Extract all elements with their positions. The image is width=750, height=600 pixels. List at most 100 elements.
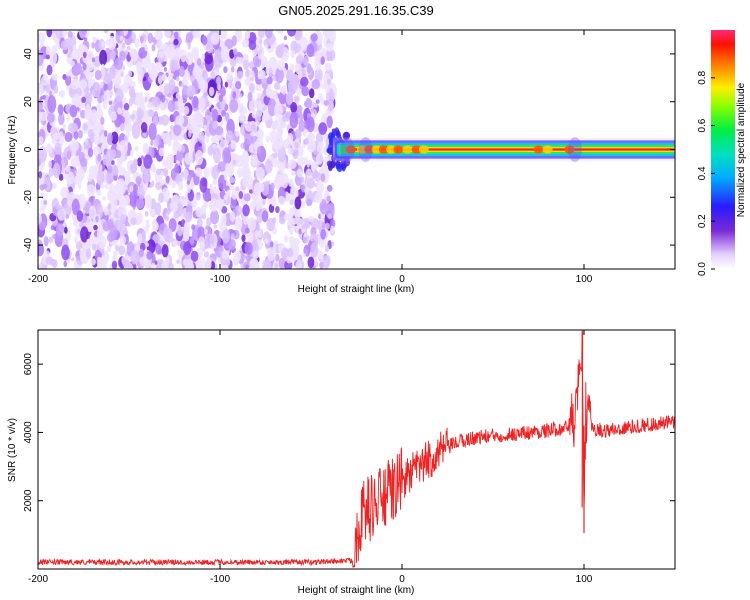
spectrogram-noise-blob bbox=[270, 241, 274, 248]
spectrogram-noise-blob bbox=[318, 93, 323, 101]
spectrogram-noise-blob bbox=[295, 54, 304, 65]
spectrogram-noise-blob bbox=[290, 170, 296, 176]
spectrogram-noise-blob bbox=[241, 39, 249, 48]
spectrogram-noise-blob bbox=[129, 162, 138, 174]
spectrogram-noise-blob bbox=[87, 147, 94, 158]
spectrogram-noise-blob bbox=[155, 244, 162, 255]
spectrogram-noise-blob bbox=[66, 71, 71, 77]
spectrogram-noise-blob bbox=[326, 195, 331, 202]
spectrogram-noise-blob bbox=[283, 35, 287, 41]
spectrogram-noise-blob bbox=[126, 131, 131, 138]
spectrogram-noise-blob bbox=[173, 124, 182, 136]
spectrogram-noise-blob bbox=[235, 130, 240, 137]
spectrogram-noise-blob bbox=[58, 131, 64, 142]
spectrogram-noise-blob bbox=[142, 142, 150, 155]
spectrogram-noise-blob bbox=[158, 192, 164, 203]
spectrogram-noise-blob bbox=[145, 242, 149, 247]
spectrogram-noise-blob bbox=[164, 170, 168, 178]
colorbar: 0.0 0.2 0.4 0.6 0.8 Normalized spectral ampl… bbox=[697, 30, 747, 276]
spectrogram-noise-blob bbox=[129, 189, 139, 208]
spectrogram-noise-blob bbox=[200, 204, 207, 215]
spectrogram-noise-blob bbox=[38, 32, 46, 44]
spectrogram-noise-blob bbox=[57, 104, 64, 115]
spectrogram-transition-blob bbox=[335, 129, 340, 138]
spectrogram-noise-blob bbox=[140, 103, 145, 111]
snr-x-tick-label: 0 bbox=[399, 574, 405, 585]
spectrogram-noise-blob bbox=[93, 224, 98, 231]
spectrogram-y-tick-label: 0 bbox=[23, 146, 34, 152]
spectrogram-noise-blob bbox=[110, 131, 119, 145]
spectrogram-noise-blob bbox=[178, 65, 185, 78]
spectrogram-noise-blob bbox=[82, 123, 88, 131]
spectrogram-noise-blob bbox=[115, 88, 124, 103]
spectrogram-noise-blob bbox=[85, 50, 95, 67]
spectrogram-noise-blob bbox=[265, 135, 270, 143]
spectrogram-noise-blob bbox=[257, 45, 265, 60]
spectrogram-noise-blob bbox=[283, 213, 290, 221]
spectrogram-noise-blob bbox=[39, 191, 45, 199]
spectrogram-noise-blob bbox=[73, 131, 79, 140]
spectrogram-noise-blob bbox=[117, 185, 126, 195]
spectrogram-noise-blob bbox=[310, 33, 318, 42]
spectrogram-noise-blob bbox=[193, 30, 201, 39]
spectrogram-noise-blob bbox=[143, 154, 153, 169]
signal-band-hotspot bbox=[356, 145, 367, 154]
spectrogram-noise-blob bbox=[101, 41, 105, 47]
spectrogram-noise-blob bbox=[164, 215, 169, 222]
spectrogram-noise-blob bbox=[213, 164, 218, 170]
spectrogram-noise-blob bbox=[55, 204, 60, 210]
spectrogram-noise-blob bbox=[230, 140, 237, 150]
spectrogram-noise-blob bbox=[201, 35, 208, 46]
spectrogram-noise-blob bbox=[134, 145, 139, 152]
spectrogram-noise-blob bbox=[306, 63, 312, 74]
spectrogram-noise-blob bbox=[281, 85, 287, 95]
spectrogram-noise-blob bbox=[187, 185, 191, 194]
spectrogram-noise-blob bbox=[115, 245, 119, 252]
spectrogram-noise-blob bbox=[225, 112, 230, 122]
spectrogram-noise-blob bbox=[291, 237, 300, 247]
spectrogram-noise-blob bbox=[300, 176, 305, 182]
spectrogram-noise-blob bbox=[239, 114, 245, 122]
spectrogram-noise-blob bbox=[126, 45, 131, 51]
spectrogram-noise-blob bbox=[186, 179, 191, 185]
spectrogram-noise-blob bbox=[320, 228, 326, 240]
spectrogram-noise-blob bbox=[248, 61, 254, 70]
spectrogram-noise-blob bbox=[71, 146, 77, 156]
spectrogram-noise-blob bbox=[129, 48, 135, 58]
spectrogram-noise-blob bbox=[292, 148, 299, 160]
spectrogram-noise-blob bbox=[248, 98, 256, 113]
spectrogram-noise-blob bbox=[166, 209, 171, 215]
spectrogram-noise-blob bbox=[155, 182, 162, 191]
spectrogram-noise-blob bbox=[307, 256, 315, 269]
snr-series-line bbox=[38, 330, 675, 569]
snr-x-tick-label: 100 bbox=[576, 574, 593, 585]
spectrogram-noise-blob bbox=[162, 132, 171, 145]
spectrogram-x-ticks: -200 -100 0 100 bbox=[28, 30, 593, 285]
spectrogram-noise-blob bbox=[261, 56, 268, 68]
spectrogram-noise-blob bbox=[58, 112, 65, 126]
spectrogram-noise-blob bbox=[123, 135, 128, 142]
snr-x-tick-label: -200 bbox=[28, 574, 48, 585]
spectrogram-noise-blob bbox=[167, 100, 176, 112]
spectrogram-noise-blob bbox=[213, 242, 217, 249]
spectrogram-y-tick-label: -40 bbox=[23, 237, 34, 252]
spectrogram-noise-blob bbox=[293, 95, 300, 103]
spectrogram-noise-blob bbox=[296, 218, 304, 227]
spectrogram-noise-blob bbox=[229, 239, 236, 250]
spectrogram-noise-blob bbox=[170, 125, 174, 130]
spectrogram-noise-blob bbox=[244, 227, 250, 234]
spectrogram-noise-blob bbox=[286, 256, 292, 264]
spectrogram-noise-blob bbox=[220, 140, 224, 147]
spectrogram-noise-blob bbox=[316, 142, 325, 154]
spectrogram-noise-blob bbox=[89, 109, 98, 122]
spectrogram-noise-blob bbox=[247, 91, 253, 102]
spectrogram-noise-blob bbox=[273, 152, 278, 159]
spectrogram-noise-blob bbox=[55, 223, 65, 236]
spectrogram-noise-blob bbox=[71, 51, 76, 59]
spectrogram-noise-blob bbox=[140, 122, 148, 133]
spectrogram-noise-blob bbox=[197, 96, 206, 111]
spectrogram-noise-blob bbox=[165, 257, 170, 266]
spectrogram-noise-blob bbox=[253, 193, 262, 208]
spectrogram-noise-blob bbox=[195, 149, 204, 166]
spectrogram-noise-blob bbox=[314, 68, 323, 82]
